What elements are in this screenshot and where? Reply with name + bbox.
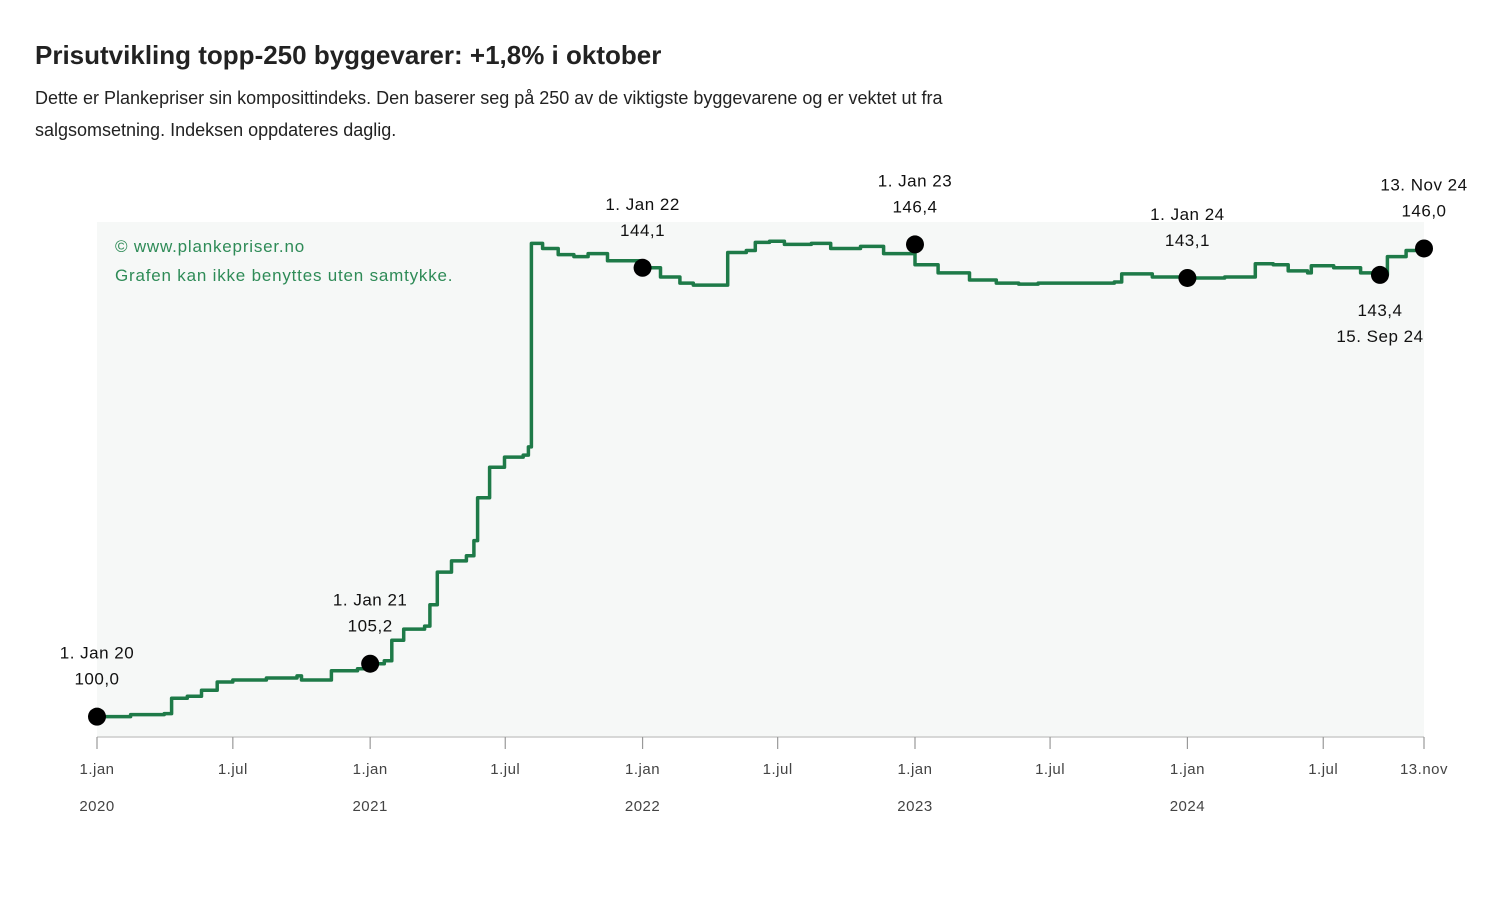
annotation-date-label: 13. Nov 24 <box>1380 175 1467 194</box>
watermark-url: © www.plankepriser.no <box>115 237 305 256</box>
x-tick-year-label: 2020 <box>79 798 114 815</box>
annotation-date-label: 1. Jan 21 <box>333 591 407 610</box>
annotation-date-label: 1. Jan 24 <box>1150 205 1224 224</box>
data-point-marker <box>905 235 924 254</box>
data-point-marker <box>361 654 380 673</box>
x-tick-label: 1.jul <box>218 761 248 778</box>
watermark-notice: Grafen kan ikke benyttes uten samtykke. <box>115 266 453 285</box>
annotation-value-label: 105,2 <box>348 617 393 636</box>
annotation-value-label: 146,4 <box>892 197 937 216</box>
x-tick-label: 1.jan <box>625 761 660 778</box>
x-tick-year-label: 2022 <box>625 798 660 815</box>
x-tick-label: 1.jan <box>79 761 114 778</box>
x-tick-label: 1.jul <box>763 761 793 778</box>
annotation-value-label: 15. Sep 24 <box>1336 327 1423 346</box>
x-tick-label: 1.jan <box>1170 761 1205 778</box>
plot-area <box>97 222 1424 737</box>
x-tick-label: 1.jul <box>1035 761 1065 778</box>
x-tick-year-label: 2024 <box>1170 798 1205 815</box>
series-line <box>95 239 1426 719</box>
annotation-value-label: 100,0 <box>74 670 119 689</box>
annotation-date-label: 143,4 <box>1357 301 1402 320</box>
data-point-marker <box>1178 268 1197 287</box>
chart-title: Prisutvikling topp-250 byggevarer: +1,8%… <box>35 40 662 70</box>
x-tick-label: 13.nov <box>1400 761 1448 778</box>
data-point-marker <box>1370 265 1389 284</box>
annotation-date-label: 1. Jan 20 <box>60 644 134 663</box>
series-group <box>95 239 1426 719</box>
chart-subtitle: Dette er Plankepriser sin komposittindek… <box>35 88 943 140</box>
x-tick-label: 1.jan <box>897 761 932 778</box>
data-point-marker <box>633 258 652 277</box>
annotation-group: 1. Jan 20 100,0 1. Jan 21 105,2 1. Jan 22 144… <box>60 171 1467 726</box>
x-tick-year-label: 2021 <box>352 798 387 815</box>
annotation-value-label: 143,1 <box>1165 231 1210 250</box>
x-tick-label: 1.jul <box>490 761 520 778</box>
data-point-marker <box>1415 239 1433 258</box>
annotation-value-label: 144,1 <box>620 221 665 240</box>
x-tick-label: 1.jan <box>353 761 388 778</box>
annotation-date-label: 1. Jan 22 <box>605 195 679 214</box>
x-tick-label: 1.jul <box>1308 761 1338 778</box>
x-tick-year-label: 2023 <box>897 798 932 815</box>
annotation-date-label: 1. Jan 23 <box>878 171 952 190</box>
data-point-marker <box>88 707 106 726</box>
annotation-value-label: 146,0 <box>1401 201 1446 220</box>
x-axis: 1.jan 2020 1.jul 1.jan 2021 1.jul 1.jan 2022 1.j… <box>79 736 1448 815</box>
